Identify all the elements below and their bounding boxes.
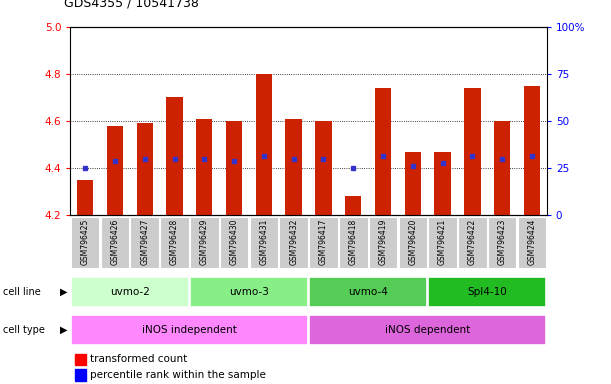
Bar [494,121,510,215]
Bar [71,217,100,268]
Text: uvmo-3: uvmo-3 [229,287,269,297]
Bar [368,217,397,268]
Bar [488,217,516,268]
Bar [309,276,427,307]
Text: cell type: cell type [3,325,45,335]
Bar [220,217,249,268]
Text: GSM796432: GSM796432 [289,218,298,265]
Bar [339,217,368,268]
Bar [285,119,302,215]
Text: uvmo-2: uvmo-2 [110,287,150,297]
Text: GSM796425: GSM796425 [81,218,90,265]
Text: GSM796419: GSM796419 [379,218,387,265]
Bar [107,126,123,215]
Bar [458,217,487,268]
Bar [255,74,272,215]
Bar [71,315,308,346]
Bar [196,119,213,215]
Text: GSM796428: GSM796428 [170,219,179,265]
Text: GSM796429: GSM796429 [200,218,209,265]
Text: ▶: ▶ [60,287,67,297]
Bar [130,217,159,268]
Text: iNOS dependent: iNOS dependent [385,325,470,335]
Bar [315,121,332,215]
Bar [75,354,86,365]
Bar [518,217,546,268]
Bar [404,152,421,215]
Bar [345,196,362,215]
Bar [166,98,183,215]
Bar [309,315,546,346]
Text: cell line: cell line [3,287,41,297]
Bar [136,123,153,215]
Text: GDS4355 / 10541738: GDS4355 / 10541738 [64,0,199,10]
Text: iNOS independent: iNOS independent [142,325,237,335]
Text: GSM796417: GSM796417 [319,218,328,265]
Bar [279,217,308,268]
Bar [428,217,457,268]
Bar [249,217,278,268]
Text: GSM796426: GSM796426 [111,218,119,265]
Bar [398,217,427,268]
Text: GSM796423: GSM796423 [498,218,507,265]
Bar [428,276,546,307]
Bar [434,152,451,215]
Text: GSM796421: GSM796421 [438,219,447,265]
Bar [524,86,540,215]
Text: GSM796427: GSM796427 [141,218,149,265]
Bar [190,217,219,268]
Bar [226,121,243,215]
Text: GSM796430: GSM796430 [230,218,238,265]
Bar [75,369,86,381]
Bar [77,180,93,215]
Text: GSM796424: GSM796424 [527,218,536,265]
Text: ▶: ▶ [60,325,67,335]
Bar [160,217,189,268]
Text: GSM796422: GSM796422 [468,219,477,265]
Bar [190,276,308,307]
Bar [464,88,481,215]
Bar [375,88,391,215]
Text: GSM796431: GSM796431 [260,218,268,265]
Text: uvmo-4: uvmo-4 [348,287,388,297]
Text: percentile rank within the sample: percentile rank within the sample [90,370,266,380]
Text: GSM796418: GSM796418 [349,219,357,265]
Bar [309,217,338,268]
Text: transformed count: transformed count [90,354,188,364]
Text: GSM796420: GSM796420 [408,218,417,265]
Text: Spl4-10: Spl4-10 [467,287,507,297]
Bar [101,217,130,268]
Bar [71,276,189,307]
